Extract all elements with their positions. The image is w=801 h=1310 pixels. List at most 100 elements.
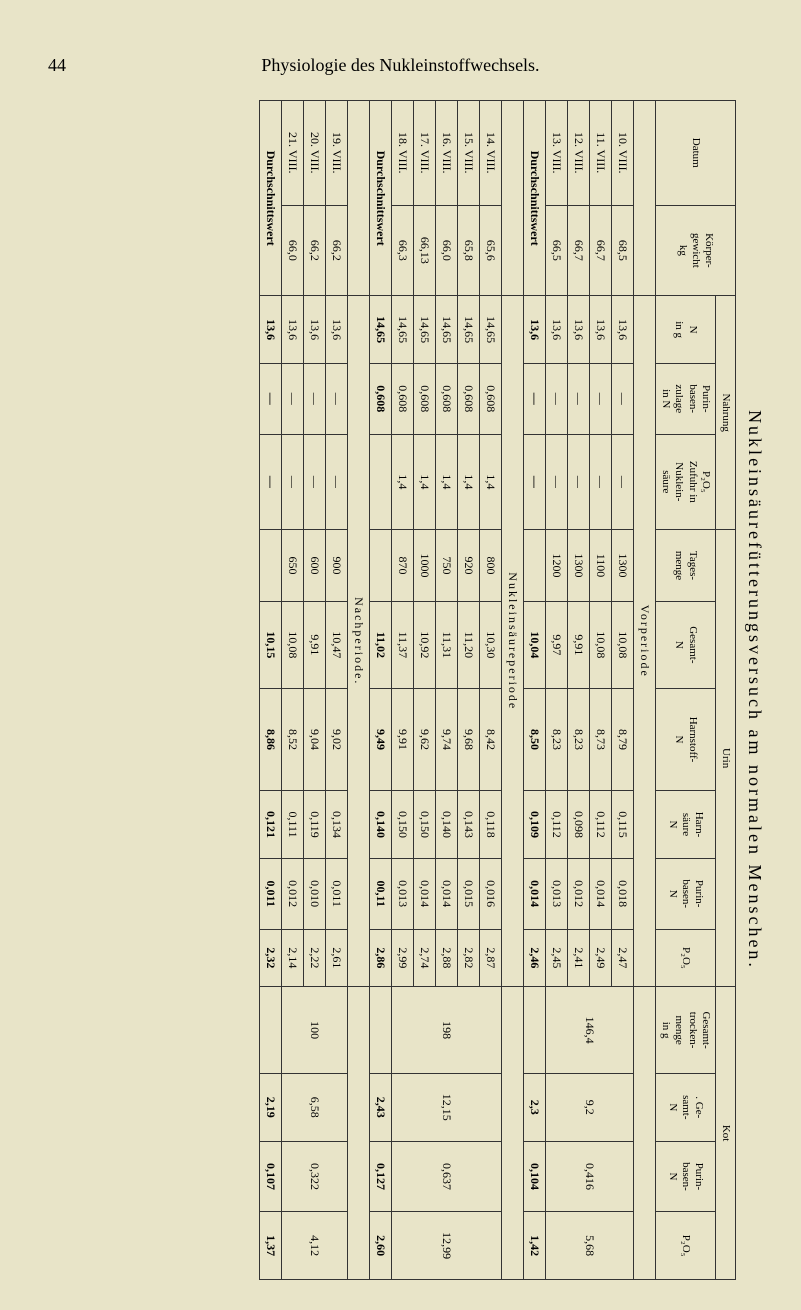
- section-nuk: Nukleinsäureperiode: [502, 296, 524, 987]
- cell: —: [612, 434, 634, 529]
- cell: 0,111: [282, 791, 304, 859]
- cell: 14,65: [392, 296, 414, 364]
- cell: 0,014: [436, 858, 458, 929]
- hdr-korper: Körper- gewicht kg: [656, 205, 736, 296]
- cell: —: [282, 434, 304, 529]
- cell: 13. VIII.: [546, 101, 568, 206]
- cell: 13,6: [546, 296, 568, 364]
- cell: 2,49: [590, 929, 612, 987]
- cell: 0,014: [524, 858, 546, 929]
- cell: 16. VIII.: [436, 101, 458, 206]
- cell: 0,115: [612, 791, 634, 859]
- cell: 0,014: [590, 858, 612, 929]
- cell: —: [524, 363, 546, 434]
- hdr-kot-p2o5: P₂O₅: [656, 1212, 716, 1280]
- hdr-nahrung: Nahrung: [715, 296, 735, 530]
- cell: 12,15: [392, 1074, 502, 1142]
- avg-row: Durchschnittswert 14,65 0,608 11,02 9,49…: [370, 101, 392, 1280]
- cell: 6,58: [282, 1074, 348, 1142]
- cell: 14,65: [458, 296, 480, 364]
- cell: 2,60: [370, 1212, 392, 1280]
- cell: 11,02: [370, 601, 392, 688]
- cell: 10,15: [260, 601, 282, 688]
- cell: —: [304, 363, 326, 434]
- cell: 15. VIII.: [458, 101, 480, 206]
- cell: 65,8: [458, 205, 480, 296]
- cell: 198: [392, 987, 502, 1074]
- table-row: 19. VIII. 66,2 13,6 — — 900 10,47 9,02 0…: [326, 101, 348, 1280]
- cell: 0,012: [282, 858, 304, 929]
- cell: 0,010: [304, 858, 326, 929]
- cell: 0,150: [392, 791, 414, 859]
- cell: 0,140: [370, 791, 392, 859]
- cell: 0,119: [304, 791, 326, 859]
- cell: —: [326, 434, 348, 529]
- cell: 2,88: [436, 929, 458, 987]
- cell: 14,65: [414, 296, 436, 364]
- cell: —: [612, 363, 634, 434]
- cell: 0,416: [546, 1141, 634, 1212]
- cell: 10,04: [524, 601, 546, 688]
- hdr-datum: Datum: [656, 101, 736, 206]
- cell: 0,118: [480, 791, 502, 859]
- hdr-n: N in g: [656, 296, 716, 364]
- cell: 1,37: [260, 1212, 282, 1280]
- cell: 2,99: [392, 929, 414, 987]
- cell: 2,14: [282, 929, 304, 987]
- cell: 0,608: [436, 363, 458, 434]
- cell: 13,6: [612, 296, 634, 364]
- cell: 750: [436, 530, 458, 602]
- cell: 0,109: [524, 791, 546, 859]
- cell: 66,2: [304, 205, 326, 296]
- cell: 5,68: [546, 1212, 634, 1280]
- cell: —: [304, 434, 326, 529]
- cell: 2,19: [260, 1074, 282, 1142]
- hdr-harnsaure: Harn- säure N: [656, 791, 716, 859]
- cell: 11,20: [458, 601, 480, 688]
- running-head: Physiologie des Nukleinstoffwechsels.: [0, 55, 801, 76]
- cell: —: [260, 363, 282, 434]
- cell: 8,52: [282, 688, 304, 790]
- cell: 20. VIII.: [304, 101, 326, 206]
- cell: 14,65: [370, 296, 392, 364]
- cell: 1,4: [480, 434, 502, 529]
- cell: 920: [458, 530, 480, 602]
- cell: 0,098: [568, 791, 590, 859]
- cell: 900: [326, 530, 348, 602]
- cell: 1100: [590, 530, 612, 602]
- cell: 17. VIII.: [414, 101, 436, 206]
- cell: 2,87: [480, 929, 502, 987]
- cell: 2,74: [414, 929, 436, 987]
- cell: 66,5: [546, 205, 568, 296]
- cell: 0,014: [414, 858, 436, 929]
- cell: 0,150: [414, 791, 436, 859]
- cell: 0,012: [568, 858, 590, 929]
- cell: 10. VIII.: [612, 101, 634, 206]
- cell: 2,82: [458, 929, 480, 987]
- cell: 18. VIII.: [392, 101, 414, 206]
- cell: 13,6: [524, 296, 546, 364]
- cell: 11,37: [392, 601, 414, 688]
- cell: 8,79: [612, 688, 634, 790]
- cell: 14. VIII.: [480, 101, 502, 206]
- cell: 1200: [546, 530, 568, 602]
- cell: —: [260, 434, 282, 529]
- hdr-kot: Kot: [715, 987, 735, 1280]
- cell: 19. VIII.: [326, 101, 348, 206]
- cell: 12,99: [392, 1212, 502, 1280]
- cell: 8,23: [546, 688, 568, 790]
- cell: 0,011: [260, 858, 282, 929]
- cell: —: [326, 363, 348, 434]
- cell: 0,112: [590, 791, 612, 859]
- cell: 9,62: [414, 688, 436, 790]
- cell: 1300: [612, 530, 634, 602]
- cell: 100: [282, 987, 348, 1074]
- cell: 2,22: [304, 929, 326, 987]
- section-vor: Vorperiode: [634, 296, 656, 987]
- cell: 2,43: [370, 1074, 392, 1142]
- cell: 9,97: [546, 601, 568, 688]
- hdr-tages: Tages- menge: [656, 530, 716, 602]
- hdr-purin-zulage: Purin- basen- zulage in N: [656, 363, 716, 434]
- cell: 1300: [568, 530, 590, 602]
- cell: 9,74: [436, 688, 458, 790]
